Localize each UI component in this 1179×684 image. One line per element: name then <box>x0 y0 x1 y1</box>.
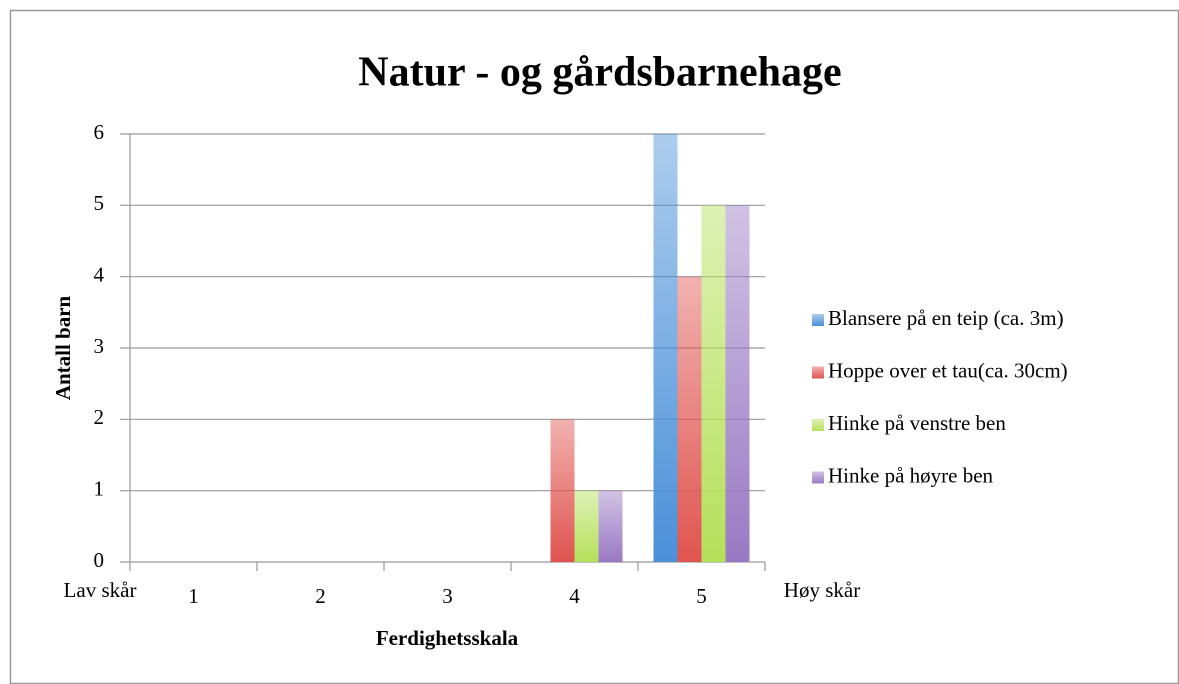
bar <box>574 490 599 562</box>
bar <box>725 205 750 563</box>
y-axis-title: Antall barn <box>51 295 75 400</box>
legend-swatch <box>812 419 824 431</box>
x-tick-label: 4 <box>569 584 580 608</box>
legend-swatch <box>812 471 824 484</box>
annotation: Lav skår <box>64 578 137 602</box>
legend-label: Blansere på en teip (ca. 3m) <box>828 306 1064 330</box>
x-tick-label: 5 <box>696 584 707 608</box>
x-tick-label: 2 <box>315 584 326 608</box>
y-tick-label: 0 <box>94 548 105 572</box>
y-tick-label: 4 <box>94 262 105 286</box>
legend-label: Hoppe over et tau(ca. 30cm) <box>828 358 1068 382</box>
bar <box>677 276 702 562</box>
y-tick-label: 5 <box>94 191 105 215</box>
bar <box>598 490 623 562</box>
x-tick-label: 1 <box>188 584 199 608</box>
bar <box>550 419 575 562</box>
legend-label: Hinke på høyre ben <box>828 463 994 487</box>
y-tick-label: 2 <box>94 405 105 429</box>
y-tick-label: 3 <box>94 334 105 358</box>
x-tick-label: 3 <box>442 584 453 608</box>
y-tick-label: 1 <box>94 476 105 500</box>
annotation: Høy skår <box>784 578 860 602</box>
chart-title: Natur - og gårdsbarnehage <box>358 50 841 96</box>
y-tick-label: 6 <box>94 120 105 144</box>
legend-swatch <box>812 314 824 326</box>
bar <box>701 205 726 563</box>
bar <box>653 134 678 562</box>
legend-swatch <box>812 366 824 379</box>
legend-label: Hinke på venstre ben <box>828 411 1006 435</box>
chart-frame <box>9 9 1179 684</box>
x-axis-title: Ferdighetsskala <box>376 626 519 650</box>
